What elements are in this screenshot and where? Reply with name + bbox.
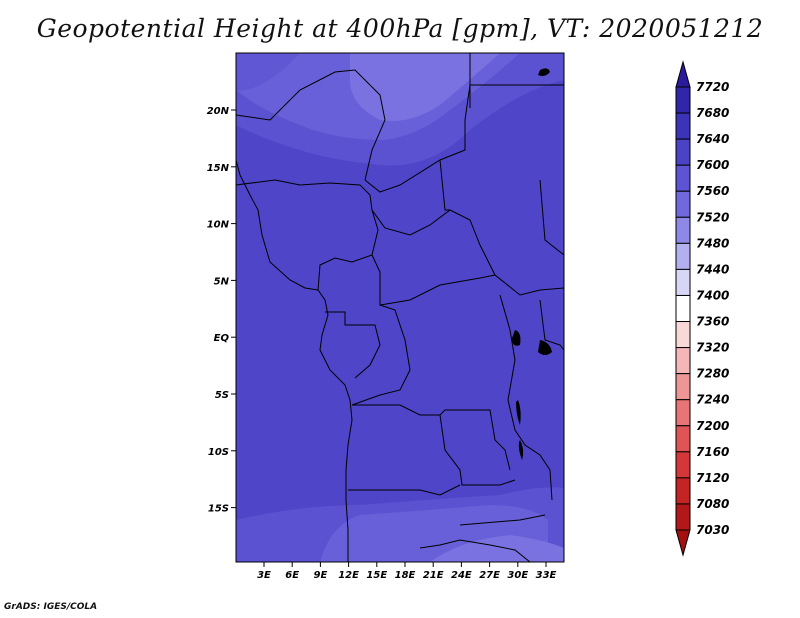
lon-label: 3E xyxy=(257,570,271,581)
border-chad-sudan-v xyxy=(439,159,450,211)
lake-malawi xyxy=(518,440,524,460)
colorbar-top-arrow xyxy=(675,60,691,88)
colorbar-label: 7440 xyxy=(696,262,729,276)
lon-label: 30E xyxy=(507,570,528,581)
lake-victoria xyxy=(512,330,521,346)
lat-label: 20N xyxy=(207,106,230,117)
colorbar-label: 7600 xyxy=(696,158,729,172)
lon-label: 21E xyxy=(423,570,444,581)
lon-label: 9E xyxy=(314,570,328,581)
colorbar-box xyxy=(675,190,691,218)
lat-label: EQ xyxy=(214,333,230,344)
lat-label: 15S xyxy=(208,504,229,515)
contour-7520 xyxy=(350,53,500,121)
lake-victoria-2 xyxy=(538,340,552,355)
colorbar-box xyxy=(675,112,691,140)
border-uganda-kenya xyxy=(539,299,565,351)
colorbar-box xyxy=(675,321,691,349)
lon-label: 12E xyxy=(338,570,359,581)
colorbar-box xyxy=(675,373,691,401)
lat-label: 10N xyxy=(207,220,230,231)
border-north-1 xyxy=(235,69,386,181)
colorbar-label: 7280 xyxy=(696,367,729,381)
lake-tanganyika xyxy=(516,400,521,425)
border-drc-zambia xyxy=(439,409,511,471)
border-sudan-ethiopia xyxy=(539,179,565,256)
colorbar-box xyxy=(675,347,691,375)
lon-label: 33E xyxy=(536,570,557,581)
lon-label: 15E xyxy=(366,570,387,581)
lat-label: 5S xyxy=(215,390,229,401)
lat-label: 5N xyxy=(214,276,230,287)
colorbar-label: 7640 xyxy=(696,132,729,146)
colorbar-label: 7400 xyxy=(696,288,729,302)
colorbar: 7720 7680 7640 7600 7560 7520 7480 7440 7400 7360… xyxy=(675,60,729,557)
border-botswana xyxy=(459,514,546,526)
border-east-lakes xyxy=(499,294,553,501)
colorbar-label: 7360 xyxy=(696,315,729,329)
colorbar-label: 7200 xyxy=(696,419,729,433)
map-panel: 20N 15N 10N 5N EQ 5S 10S 15S 3E 6E 9E 12E 15E 18E 21E… xyxy=(207,52,565,581)
colorbar-box xyxy=(675,503,691,531)
lon-label: 27E xyxy=(479,570,500,581)
lakes xyxy=(512,68,552,460)
colorbar-label: 7160 xyxy=(696,445,729,459)
border-gabon-congo xyxy=(325,311,381,379)
lon-label: 24E xyxy=(451,570,472,581)
colorbar-label: 7520 xyxy=(696,210,729,224)
border-car xyxy=(371,254,496,306)
colorbar-box xyxy=(675,268,691,296)
lat-label: 10S xyxy=(208,447,229,458)
lake-north xyxy=(538,68,550,76)
country-borders xyxy=(235,53,565,563)
colorbar-box xyxy=(675,425,691,453)
map-title: Geopotential Height at 400hPa [gpm], VT:… xyxy=(36,14,764,43)
border-south-1 xyxy=(419,539,531,563)
colorbar-label: 7480 xyxy=(696,236,729,250)
colorbar-box xyxy=(675,399,691,427)
colorbar-box xyxy=(675,477,691,505)
colorbar-label: 7320 xyxy=(696,341,729,355)
border-angola-drc xyxy=(352,404,516,486)
border-chad-sudan xyxy=(371,209,565,296)
colorbar-box xyxy=(675,138,691,166)
border-niger-nigeria xyxy=(235,179,373,211)
contour-7520-south xyxy=(430,535,564,562)
colorbar-label: 7120 xyxy=(696,471,729,485)
colorbar-box xyxy=(675,294,691,323)
colorbar-box xyxy=(675,86,691,114)
longitude-axis: 3E 6E 9E 12E 15E 18E 21E 24E 27E 30E 33E xyxy=(257,562,557,581)
colorbar-label: 7240 xyxy=(696,393,729,407)
colorbar-box xyxy=(675,451,691,479)
latitude-axis: 20N 15N 10N 5N EQ 5S 10S 15S xyxy=(207,106,236,515)
lon-label: 18E xyxy=(395,570,416,581)
map-frame xyxy=(235,52,565,563)
colorbar-box xyxy=(675,242,691,270)
border-angola-namibia xyxy=(348,484,461,496)
colorbar-label: 7030 xyxy=(696,523,729,537)
colorbar-box xyxy=(675,216,691,244)
border-nigeria-cameroon xyxy=(317,209,379,291)
lat-label: 15N xyxy=(207,163,230,174)
colorbar-label: 7680 xyxy=(696,106,729,120)
border-congo-drc xyxy=(351,304,411,406)
colorbar-label: 7080 xyxy=(696,497,729,511)
contour-7580-nw xyxy=(236,53,300,91)
colorbar-box xyxy=(675,164,691,192)
coastline-west xyxy=(235,159,353,562)
grads-credit: GrADS: IGES/COLA xyxy=(4,602,98,612)
colorbar-bottom-arrow xyxy=(675,529,691,557)
colorbar-label: 7720 xyxy=(696,80,729,94)
border-north-2 xyxy=(364,84,564,193)
colorbar-label: 7560 xyxy=(696,184,729,198)
lon-label: 6E xyxy=(285,570,299,581)
